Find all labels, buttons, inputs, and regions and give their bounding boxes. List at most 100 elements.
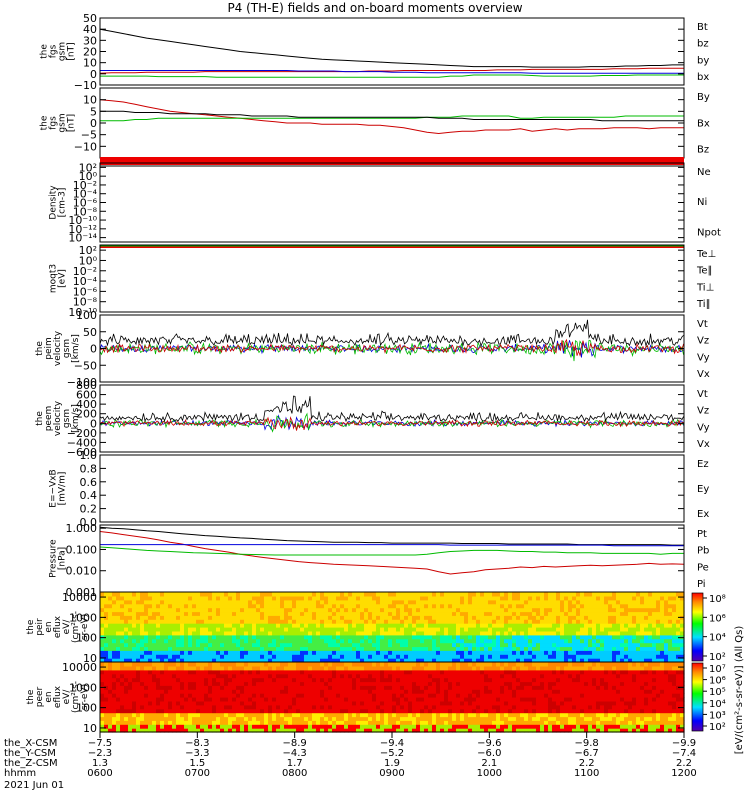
spectrogram-cell <box>396 677 401 683</box>
spectrogram-cell <box>472 708 477 714</box>
spectrogram-cell <box>276 615 281 620</box>
spectrogram-cell <box>428 595 433 601</box>
spectrogram-cell <box>572 646 577 651</box>
y-label-line: Density <box>49 185 59 220</box>
spectrogram-cell <box>164 658 169 663</box>
spectrogram-cell <box>228 693 233 698</box>
spectrogram-cell <box>536 654 541 659</box>
spectrogram-cell <box>360 697 365 702</box>
y-label-line: the <box>26 619 36 634</box>
spectrogram-cell <box>432 623 437 628</box>
spectrogram-cell <box>292 708 297 714</box>
spectrogram-cell <box>512 638 517 644</box>
spectrogram-cell <box>420 638 425 644</box>
spectrogram-cell <box>312 650 317 655</box>
spectrogram-cell <box>336 693 341 698</box>
spectrogram-cell <box>164 697 169 702</box>
spectrogram-cell <box>308 627 313 632</box>
spectrogram-cell <box>316 697 321 702</box>
y-tick-label: 5 <box>90 105 97 118</box>
spectrogram-cell <box>288 599 293 605</box>
spectrogram-cell <box>252 650 257 655</box>
spectrogram-cell <box>188 646 193 651</box>
spectrogram-cell <box>456 630 461 636</box>
y-label-line: gsm <box>58 42 68 61</box>
spectrogram-cell <box>560 615 565 620</box>
spectrogram-cell <box>488 654 493 659</box>
spectrogram-cell <box>200 708 205 714</box>
spectrogram-cell <box>152 630 157 636</box>
spectrogram-cell <box>244 669 249 675</box>
spectrogram-cell <box>180 681 185 686</box>
spectrogram-cell <box>144 619 149 624</box>
spectrogram-cell <box>428 638 433 644</box>
spectrogram-cell <box>212 720 217 725</box>
spectrogram-cell <box>180 630 185 636</box>
spectrogram-cell <box>212 638 217 644</box>
spectrogram-cell <box>484 704 489 710</box>
spectrogram-cell <box>332 650 337 655</box>
spectrogram-cell <box>400 700 405 706</box>
spectrogram-cell <box>192 646 197 651</box>
spectrogram-cell <box>124 611 129 616</box>
spectrogram-cell <box>144 693 149 698</box>
spectrogram-cell <box>316 634 321 640</box>
spectrogram-cell <box>532 724 537 729</box>
spectrogram-cell <box>440 697 445 702</box>
spectrogram-cell <box>536 720 541 725</box>
spectrogram-cell <box>328 592 333 597</box>
spectrogram-cell <box>364 681 369 686</box>
spectrogram-cell <box>304 669 309 675</box>
spectrogram-cell <box>172 595 177 601</box>
spectrogram-cell <box>108 677 113 683</box>
spectrogram-cell <box>108 681 113 686</box>
spectrogram-cell <box>144 654 149 659</box>
spectrogram-cell <box>524 712 529 718</box>
spectrogram-cell <box>428 611 433 616</box>
spectrogram-cell <box>116 623 121 628</box>
spectrogram-cell <box>208 697 213 702</box>
spectrogram-cell <box>288 685 293 690</box>
spectrogram-cell <box>128 681 133 686</box>
spectrogram-cell <box>340 611 345 616</box>
spectrogram-cell <box>284 599 289 605</box>
spectrogram-cell <box>320 627 325 632</box>
spectrogram-cell <box>312 646 317 651</box>
spectrogram-cell <box>108 615 113 620</box>
spectrogram-cell <box>432 662 437 667</box>
spectrogram-cell <box>408 654 413 659</box>
spectrogram-cell <box>444 728 449 733</box>
spectrogram-cell <box>356 642 361 648</box>
spectrogram-cell <box>456 615 461 620</box>
spectrogram-cell <box>236 704 241 710</box>
series-line <box>99 67 684 74</box>
spectrogram-cell <box>116 634 121 640</box>
spectrogram-cell <box>204 611 209 616</box>
spectrogram-cell <box>652 654 657 659</box>
spectrogram-cell <box>136 720 141 725</box>
spectrogram-cell <box>160 669 165 675</box>
spectrogram-cell <box>456 599 461 605</box>
spectrogram-cell <box>112 665 117 671</box>
spectrogram-cell <box>100 654 105 659</box>
spectrogram-cell <box>176 642 181 648</box>
spectrogram-cell <box>532 712 537 718</box>
spectrogram-cell <box>312 592 317 597</box>
spectrogram-cell <box>308 662 313 667</box>
spectrogram-cell <box>304 700 309 706</box>
spectrogram-cell <box>104 704 109 710</box>
spectrogram-cell <box>664 599 669 605</box>
spectrogram-cell <box>372 700 377 706</box>
spectrogram-cell <box>532 603 537 609</box>
spectrogram-cell <box>152 669 157 675</box>
spectrogram-cell <box>424 615 429 620</box>
spectrogram-cell <box>320 704 325 710</box>
spectrogram-cell <box>352 724 357 729</box>
spectrogram-cell <box>132 704 137 710</box>
spectrogram-cell <box>308 642 313 648</box>
spectrogram-cell <box>208 700 213 706</box>
spectrogram-cell <box>336 634 341 640</box>
spectrogram-cell <box>364 646 369 651</box>
spectrogram-cell <box>260 720 265 725</box>
spectrogram-cell <box>556 728 561 733</box>
